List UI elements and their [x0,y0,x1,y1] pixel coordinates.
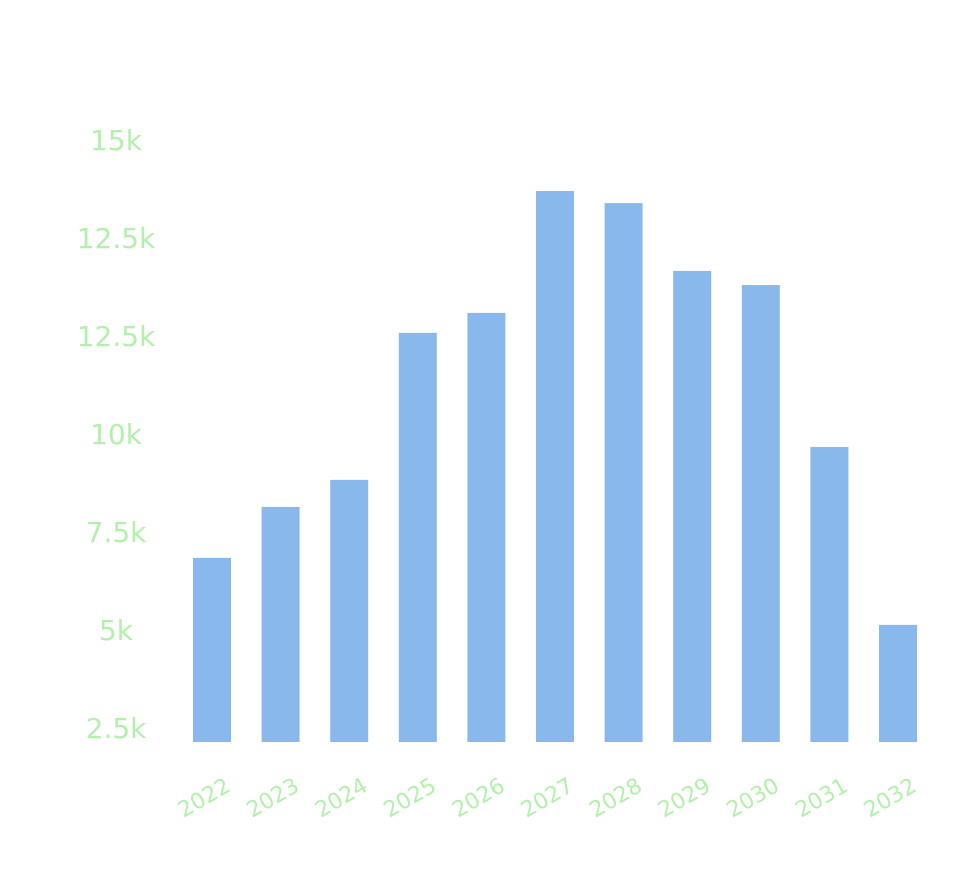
x-tick-label: 2029 [654,774,715,824]
bar-2032 [879,624,917,742]
x-tick-label: 2022 [174,774,235,824]
bar-2025 [398,332,437,742]
y-tick-label: 15k [90,124,143,157]
y-tick-label: 2.5k [86,712,148,745]
bar-2031 [810,446,849,742]
bar-2029 [673,270,712,742]
x-tick-label: 2027 [517,774,578,824]
bar-2024 [330,479,369,742]
y-axis-ticks: 2.5k 5k 7.5k 10k 12.5k 12.5k 15k [77,124,156,745]
y-tick-label: 5k [99,614,134,647]
x-tick-label: 2031 [791,774,852,824]
bar-2022 [193,557,231,742]
x-tick-label: 2030 [723,774,784,824]
y-tick-label: 7.5k [86,516,148,549]
x-tick-label: 2032 [860,774,921,824]
y-tick-label: 12.5k [77,222,156,255]
bar-2028 [604,203,643,742]
bar-2023 [261,506,300,742]
x-tick-label: 2025 [380,774,441,824]
bar-2026 [467,312,506,742]
bar-2027 [536,190,574,742]
bars [193,190,917,742]
x-axis-ticks: 2022 2023 2024 2025 2026 2027 2028 2029 2030 2031… [174,774,921,824]
bar-2030 [741,285,780,742]
x-tick-label: 2023 [243,774,304,824]
y-tick-label: 12.5k [77,320,156,353]
x-tick-label: 2026 [448,774,509,824]
x-tick-label: 2024 [311,774,372,824]
x-tick-label: 2028 [586,774,647,824]
y-tick-label: 10k [90,418,143,451]
